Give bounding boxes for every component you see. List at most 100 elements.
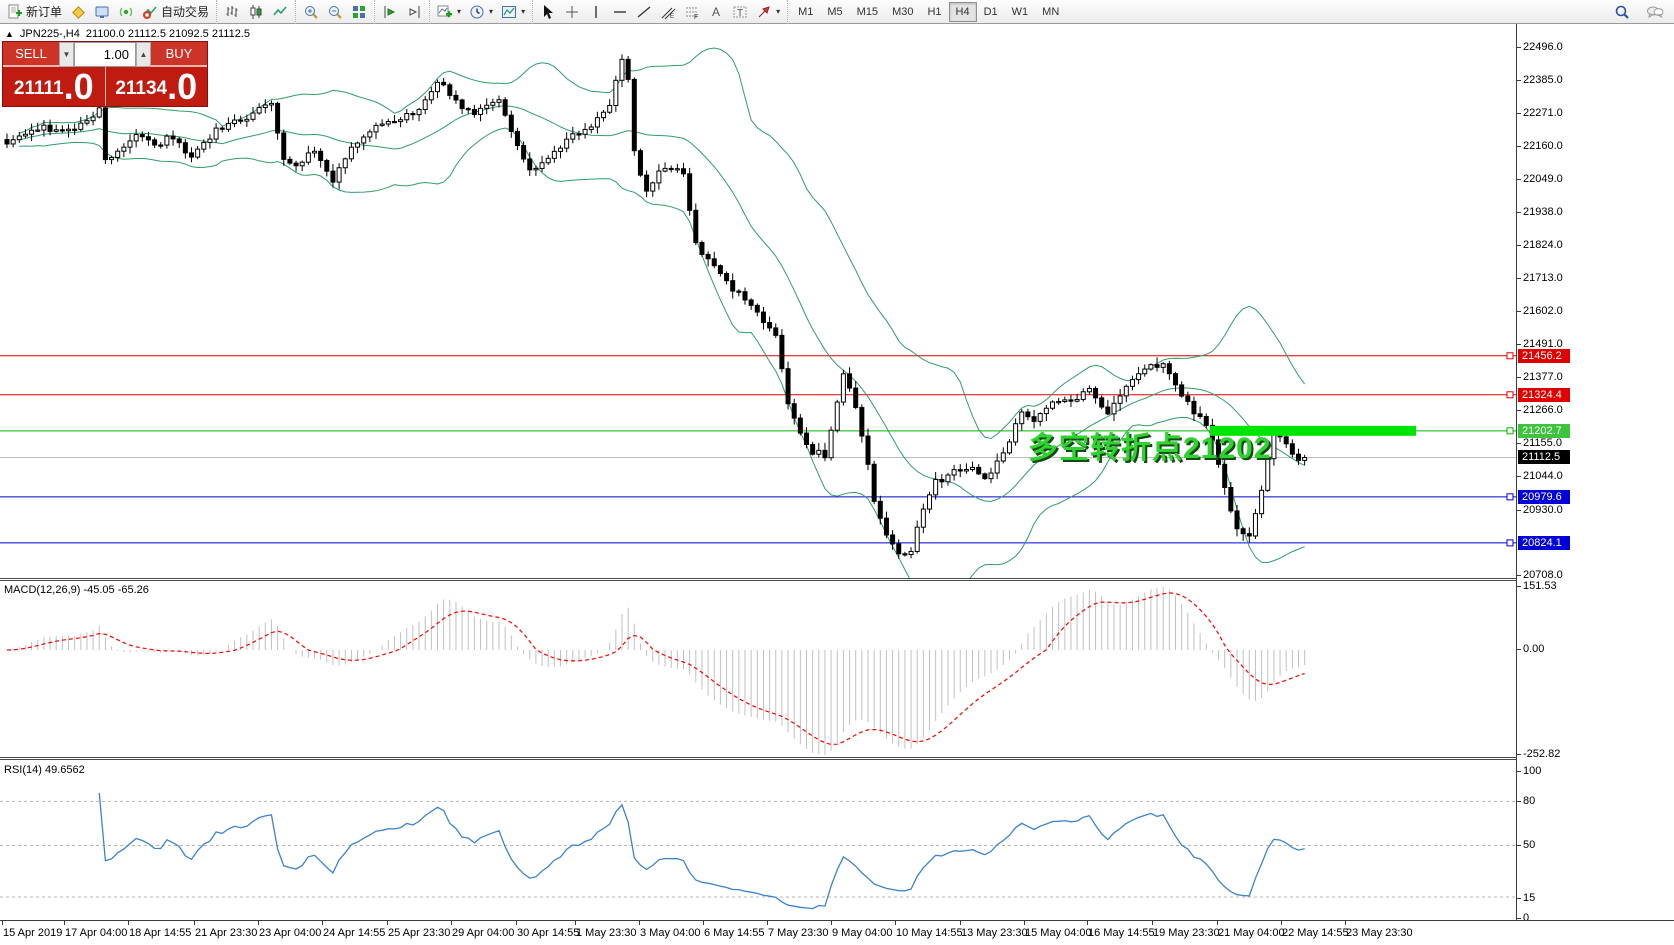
bar-chart-button[interactable] xyxy=(220,2,244,22)
candle-body xyxy=(35,129,41,132)
candle-body xyxy=(619,58,625,81)
zoom-in-button[interactable] xyxy=(299,2,323,22)
volume-input[interactable] xyxy=(74,42,136,67)
candle-body xyxy=(527,158,533,171)
rsi-panel[interactable] xyxy=(0,760,1516,920)
candle-body xyxy=(951,469,957,476)
templates-dropdown-caret: ▾ xyxy=(521,7,526,16)
buy-price-main: 21134 xyxy=(115,78,168,99)
channel-icon: E xyxy=(661,7,676,20)
trendline-button[interactable] xyxy=(632,2,656,22)
timeframe-button-m15[interactable]: M15 xyxy=(856,5,879,18)
symbol-name: JPN225-,H4 xyxy=(19,28,80,40)
timeframe-button-m1[interactable]: M1 xyxy=(798,5,814,18)
candle-body xyxy=(1086,387,1092,393)
zoom-out-button[interactable] xyxy=(323,2,347,22)
buy-price[interactable]: 21134 .0 xyxy=(106,67,208,106)
time-axis-label: 3 May 04:00 xyxy=(640,927,701,939)
candle-body xyxy=(1117,395,1123,404)
periods-button[interactable]: ▾ xyxy=(465,2,497,22)
time-axis[interactable]: 15 Apr 2019 17 Apr 04:00 18 Apr 14:55 21 Ap… xyxy=(0,920,1674,945)
candle-body xyxy=(982,473,988,480)
collapse-triangle-icon[interactable]: ▲ xyxy=(5,29,14,39)
candle-body xyxy=(742,291,748,301)
candle-body xyxy=(834,401,840,431)
main-chart-panel[interactable] xyxy=(0,24,1516,578)
time-axis-tick xyxy=(128,921,129,925)
toolbar-group-trade: 新订单 自动交易 xyxy=(0,0,216,24)
candle-body xyxy=(293,162,299,167)
time-axis-tick xyxy=(767,921,768,925)
auto-scroll-button[interactable] xyxy=(402,2,426,22)
candle-body xyxy=(883,517,889,536)
indicators-button[interactable]: ▾ xyxy=(433,2,465,22)
timeframe-button-m30[interactable]: M30 xyxy=(892,5,914,18)
text-label-button[interactable]: T xyxy=(728,2,752,22)
panel-divider-rsi[interactable] xyxy=(0,757,1674,760)
volume-decrease-button[interactable]: ▼ xyxy=(59,42,74,67)
panel-divider-macd[interactable] xyxy=(0,578,1674,581)
timeframe-button-h4[interactable]: H4 xyxy=(948,1,977,22)
price-axis-tick: 21491.0 xyxy=(1516,338,1563,350)
candle-body xyxy=(1129,379,1135,387)
time-axis-label: 13 May 23:30 xyxy=(961,927,1028,939)
candle-body xyxy=(490,101,496,106)
candle-body xyxy=(324,159,330,172)
templates-button[interactable]: ▾ xyxy=(497,2,529,22)
buy-button[interactable]: BUY xyxy=(151,42,207,67)
candle-body xyxy=(213,127,219,140)
periods-dropdown-caret: ▾ xyxy=(489,7,494,16)
sell-price[interactable]: 21111 .0 xyxy=(3,67,106,106)
candle-body xyxy=(1296,453,1301,461)
new-order-button[interactable]: 新订单 xyxy=(3,2,66,22)
time-axis-label: 7 May 23:30 xyxy=(768,927,829,939)
vertical-line-button[interactable] xyxy=(584,2,608,22)
timeframe-button-h1[interactable]: H1 xyxy=(927,5,942,18)
level-anchor xyxy=(1506,391,1514,399)
community-chat-button[interactable] xyxy=(1642,2,1668,22)
indicators-icon xyxy=(437,5,453,17)
time-axis-tick xyxy=(1281,921,1282,925)
search-button[interactable] xyxy=(1610,2,1634,22)
timeframe-button-d1[interactable]: D1 xyxy=(983,5,998,18)
autotrading-button[interactable]: 自动交易 xyxy=(138,2,213,22)
text-button[interactable]: A xyxy=(704,2,728,22)
sell-button[interactable]: SELL xyxy=(3,42,59,67)
indicators-dropdown-caret: ▾ xyxy=(457,7,462,16)
volume-increase-button[interactable]: ▲ xyxy=(136,42,151,67)
fibonacci-button[interactable]: F xyxy=(680,2,704,22)
candle-body xyxy=(927,494,932,510)
macd-panel[interactable] xyxy=(0,581,1516,757)
toolbar-group-zoom xyxy=(295,0,374,24)
price-axis-tick: 22049.0 xyxy=(1516,173,1563,185)
line-chart-button[interactable] xyxy=(268,2,292,22)
chart-shift-button[interactable] xyxy=(378,2,402,22)
cursor-button[interactable] xyxy=(536,2,560,22)
tile-windows-button[interactable] xyxy=(347,2,371,22)
horizontal-line-button[interactable] xyxy=(608,2,632,22)
candle-body xyxy=(1043,407,1049,415)
candle-body xyxy=(244,118,250,122)
arrows-button[interactable]: ▾ xyxy=(752,2,784,22)
new-order-icon xyxy=(8,4,22,18)
channel-button[interactable]: E xyxy=(656,2,680,22)
price-axis[interactable]: 22496.0 22385.0 22271.0 22160.0 22049.0 21938… xyxy=(1515,24,1674,924)
candle-body xyxy=(1173,373,1178,386)
signals-button[interactable] xyxy=(114,2,138,22)
main-chart-canvas[interactable] xyxy=(0,24,1516,578)
candle-body xyxy=(1080,391,1086,400)
market-watch-button[interactable] xyxy=(90,2,114,22)
candle-body xyxy=(330,170,336,183)
candle-body xyxy=(1252,513,1258,537)
candle-body xyxy=(822,449,828,459)
time-axis-label: 9 May 04:00 xyxy=(832,927,893,939)
crosshair-button[interactable] xyxy=(560,2,584,22)
timeframe-button-m5[interactable]: M5 xyxy=(827,5,843,18)
toolbar-group-objects: E F A T ▾ xyxy=(532,0,787,24)
candle-body xyxy=(558,147,563,152)
timeframe-button-mn[interactable]: MN xyxy=(1042,5,1060,18)
time-axis-label: 6 May 14:55 xyxy=(704,927,765,939)
timeframe-button-w1[interactable]: W1 xyxy=(1011,5,1029,18)
metaeditor-button[interactable] xyxy=(66,2,90,22)
candlestick-chart-button[interactable] xyxy=(244,2,268,22)
